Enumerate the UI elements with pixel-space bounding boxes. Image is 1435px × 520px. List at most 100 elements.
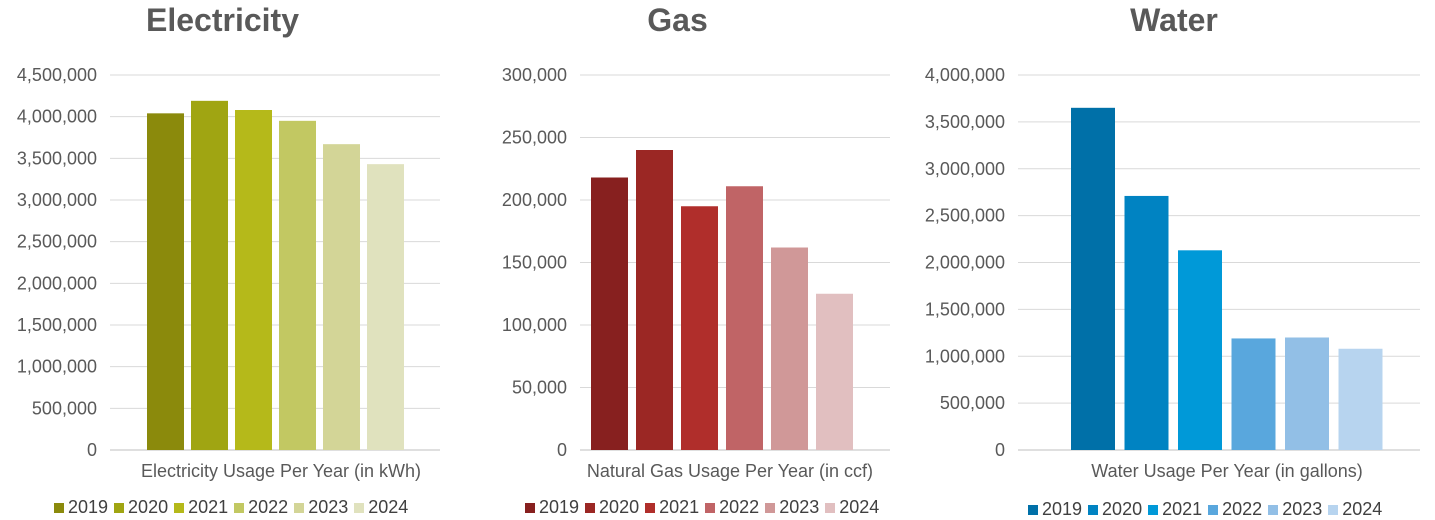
- chart-title: Water: [1130, 2, 1218, 38]
- legend-item-2021: 2021: [1148, 499, 1202, 520]
- y-tick-label: 3,000,000: [925, 159, 1005, 179]
- legend-item-2023: 2023: [765, 497, 819, 518]
- y-tick-label: 200,000: [502, 190, 567, 210]
- legend-item-2020: 2020: [114, 497, 168, 518]
- gas-plot: 0 50,000 100,000 150,000 200,000 250,000 300,0…: [502, 65, 890, 481]
- legend-label: 2022: [719, 497, 760, 517]
- legend-swatch: [114, 502, 125, 513]
- x-category-label: Natural Gas Usage Per Year (in ccf): [587, 461, 873, 481]
- chart-title: Gas: [647, 2, 708, 38]
- legend-item-2022: 2022: [1208, 499, 1262, 520]
- legend-swatch: [1208, 504, 1219, 515]
- legend-label: 2020: [1102, 499, 1143, 519]
- y-tick-label: 2,000,000: [17, 273, 97, 293]
- legend-label: 2023: [1282, 499, 1323, 519]
- y-tick-label: 300,000: [502, 65, 567, 85]
- bar-2024: [1338, 348, 1383, 450]
- x-category-label: Water Usage Per Year (in gallons): [1091, 461, 1362, 481]
- chart-legend: 2019 2020 2021 2022 2023 2024: [54, 497, 414, 518]
- legend-item-2019: 2019: [525, 497, 579, 518]
- water-plot: 0 500,000 1,000,000 1,500,000 2,000,000 2,500…: [925, 65, 1420, 481]
- legend-swatch: [174, 502, 185, 513]
- legend-item-2024: 2024: [1328, 499, 1382, 520]
- y-tick-label: 2,500,000: [17, 232, 97, 252]
- y-tick-label: 0: [995, 440, 1005, 460]
- electricity-plot: 0 500,000 1,000,000 1,500,000 2,000,000 2,500…: [17, 65, 440, 481]
- legend-item-2020: 2020: [585, 497, 639, 518]
- legend-item-2024: 2024: [354, 497, 408, 518]
- bar-2022: [279, 120, 316, 450]
- y-tick-label: 50,000: [512, 378, 567, 398]
- bar-2020: [1124, 195, 1169, 450]
- bar-2023: [771, 247, 808, 450]
- y-tick-label: 4,500,000: [17, 65, 97, 85]
- legend-swatch: [1148, 504, 1159, 515]
- legend-label: 2020: [128, 497, 169, 517]
- legend-swatch: [234, 502, 245, 513]
- y-tick-label: 0: [87, 440, 97, 460]
- x-category-label: Electricity Usage Per Year (in kWh): [141, 461, 421, 481]
- legend-label: 2021: [1162, 499, 1203, 519]
- y-tick-label: 0: [557, 440, 567, 460]
- legend-swatch: [1268, 504, 1279, 515]
- gas-chart: Gas 0 50,000 100,000 150,000 200,000 250,000 3…: [465, 0, 930, 518]
- legend-swatch: [1028, 504, 1038, 515]
- electricity-chart: Electricity 0 500,000 1,000,000 1,500,000 2,…: [0, 0, 465, 518]
- legend-swatch: [765, 502, 776, 513]
- legend-label: 2019: [1042, 499, 1083, 519]
- legend-label: 2023: [779, 497, 820, 517]
- bar-2019: [147, 113, 184, 450]
- legend-item-2023: 2023: [1268, 499, 1322, 520]
- bar-2023: [1285, 337, 1329, 450]
- bar-2022: [726, 186, 763, 450]
- legend-label: 2023: [308, 497, 349, 517]
- legend-label: 2024: [1342, 499, 1383, 519]
- legend-label: 2021: [188, 497, 229, 517]
- chart-legend: 2019 2020 2021 2022 2023 2024: [525, 497, 885, 518]
- bar-2020: [191, 100, 228, 450]
- y-tick-label: 4,000,000: [925, 65, 1005, 85]
- y-tick-label: 1,000,000: [17, 357, 97, 377]
- bar-2024: [367, 164, 404, 450]
- legend-item-2022: 2022: [234, 497, 288, 518]
- legend-item-2020: 2020: [1088, 499, 1142, 520]
- bar-2021: [681, 206, 718, 450]
- y-tick-label: 100,000: [502, 315, 567, 335]
- legend-label: 2019: [539, 497, 580, 517]
- legend-swatch: [825, 502, 836, 513]
- bar-2019: [591, 177, 628, 450]
- bar-2024: [816, 293, 853, 450]
- bar-2021: [1178, 250, 1222, 450]
- legend-swatch: [354, 502, 365, 513]
- legend-swatch: [705, 502, 716, 513]
- y-tick-label: 2,000,000: [925, 253, 1005, 273]
- chart-title: Electricity: [146, 2, 299, 38]
- bar-2021: [235, 110, 272, 450]
- y-tick-label: 1,000,000: [925, 346, 1005, 366]
- y-tick-label: 3,500,000: [925, 112, 1005, 132]
- legend-swatch: [645, 502, 656, 513]
- y-tick-label: 3,000,000: [17, 190, 97, 210]
- legend-label: 2022: [248, 497, 289, 517]
- bar-2019: [1071, 107, 1115, 450]
- legend-swatch: [1328, 504, 1339, 515]
- legend-label: 2024: [839, 497, 880, 517]
- y-tick-label: 150,000: [502, 253, 567, 273]
- y-tick-label: 500,000: [32, 398, 97, 418]
- y-tick-label: 1,500,000: [925, 299, 1005, 319]
- y-tick-label: 1,500,000: [17, 315, 97, 335]
- legend-label: 2019: [68, 497, 109, 517]
- bar-2020: [636, 150, 673, 450]
- legend-label: 2024: [368, 497, 409, 517]
- legend-item-2021: 2021: [645, 497, 699, 518]
- legend-item-2022: 2022: [705, 497, 759, 518]
- legend-item-2021: 2021: [174, 497, 228, 518]
- legend-label: 2020: [599, 497, 640, 517]
- legend-item-2019: 2019: [54, 497, 108, 518]
- y-tick-label: 500,000: [940, 393, 1005, 413]
- y-tick-label: 2,500,000: [925, 206, 1005, 226]
- legend-item-2024: 2024: [825, 497, 879, 518]
- y-tick-label: 4,000,000: [17, 107, 97, 127]
- chart-legend: 2019 2020 2021 2022 2023 2024: [1028, 499, 1388, 520]
- y-tick-label: 250,000: [502, 128, 567, 148]
